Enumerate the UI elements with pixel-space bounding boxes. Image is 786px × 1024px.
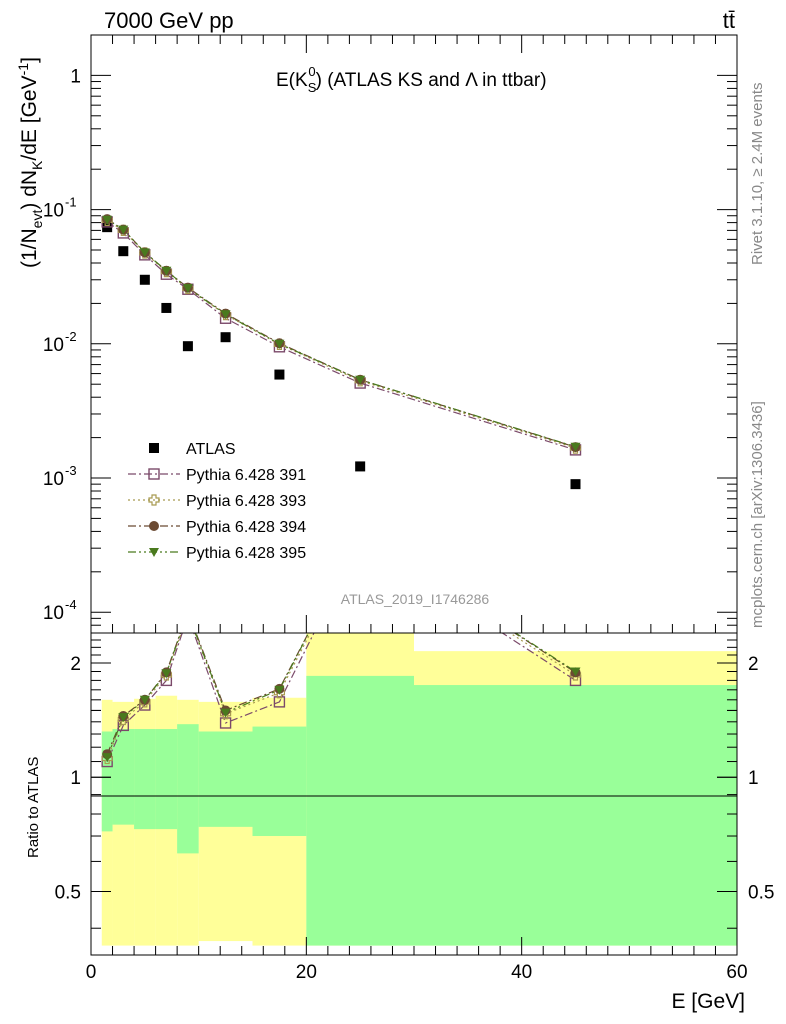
mcplots-label: mcplots.cern.ch [arXiv:1306.3436] [749,401,766,628]
ratio-series-line [106,633,576,755]
stat-uncertainty-band [134,729,156,830]
ratio-point [161,669,172,679]
data-point [570,479,581,490]
mc-point [161,266,172,276]
y-tick-label: 1 [70,66,81,87]
mc-point [102,215,113,225]
y-tick-exponent: -1 [65,195,77,210]
data-point [274,369,285,380]
ratio-uncertainty-bands [101,633,737,946]
axes-layer: 10-410-310-210 -110.5 0.51 12 20 20 40 60 [43,34,774,983]
legend-marker [149,443,159,453]
header-left: 7000 GeV pp [104,8,234,33]
legend-marker [149,521,159,531]
data-point [139,274,150,285]
data-point [355,461,366,472]
stat-uncertainty-band [101,731,113,832]
mc-point [220,310,231,320]
data-point [220,332,231,343]
ratio-point [274,685,285,695]
x-tick-label: 40 [511,962,532,983]
analysis-id-label: ATLAS_2019_I1746286 [341,591,490,607]
stat-uncertainty-band [306,675,414,946]
series-line [106,219,576,448]
legend-marker [148,468,160,480]
stat-uncertainty-band [252,726,307,837]
stat-uncertainty-band [198,731,253,827]
ratio-point [102,753,113,763]
x-tick-label: 0 [86,962,97,983]
main-y-axis-label: (1/Nevt) dNK/dE [GeV-1] [15,57,45,268]
data-point [118,246,129,257]
legend-label: Pythia 6.428 391 [186,467,306,484]
y-tick-label: 10 [43,603,64,624]
ratio-point [220,708,231,718]
series-line [106,219,576,449]
series-line [106,221,576,451]
stat-uncertainty-band [177,724,199,854]
ratio-series-layer [101,633,582,768]
ratio-y-tick-label-right: 0.5 [748,882,774,903]
ratio-y-axis-label: Ratio to ATLAS [25,757,42,858]
ratio-series-line [106,633,576,762]
legend-marker [148,494,160,506]
stat-uncertainty-band [112,729,135,825]
ratio-y-tick-label: 0.5 [55,882,81,903]
mc-point [355,375,366,385]
mc-point [570,442,581,452]
main-series-layer [101,214,582,490]
ratio-point [219,717,232,729]
y-tick-label: 10 [43,469,64,490]
series-line [106,218,576,448]
ratio-point [118,713,129,723]
y-tick-exponent: -2 [65,329,77,344]
mc-point [139,248,150,258]
data-point [182,341,193,352]
ratio-x-axis-label: E [GeV] [671,990,745,1013]
ratio-point [570,667,581,677]
ratio-series-line [106,633,576,759]
mc-point [182,284,193,294]
data-point [161,302,172,313]
legend-label: Pythia 6.428 393 [186,493,306,510]
ratio-y-tick-label: 2 [70,654,81,675]
ratio-point [273,696,286,708]
rivet-label: Rivet 3.1.10, ≥ 2.4M events [749,83,766,266]
legend-label: ATLAS [186,441,236,458]
y-tick-label: 10 [43,201,64,222]
legend: ATLAS Pythia 6.428 391 Pythia 6.428 393 Pyt… [128,441,306,562]
ratio-y-tick-label: 1 [70,768,81,789]
main-title: E(KS0) (ATLAS KS and Λ in ttbar) [276,64,547,95]
legend-label: Pythia 6.428 395 [186,545,306,562]
y-tick-label: 10 [43,335,64,356]
main-plot-frame [90,34,738,634]
x-tick-label: 60 [726,962,747,983]
header-right: tt̄ [723,8,735,33]
ratio-y-tick-label-right: 1 [748,768,759,789]
mc-point [274,339,285,349]
ratio-y-tick-label-right: 2 [748,654,759,675]
y-tick-exponent: -4 [65,597,77,612]
mc-point [118,225,129,235]
stat-uncertainty-band [414,685,737,946]
x-tick-label: 20 [296,962,317,983]
legend-label: Pythia 6.428 394 [186,519,306,536]
stat-uncertainty-band [155,729,178,830]
ratio-point [139,695,150,705]
legend-marker [149,548,159,557]
y-tick-exponent: -3 [65,463,77,478]
